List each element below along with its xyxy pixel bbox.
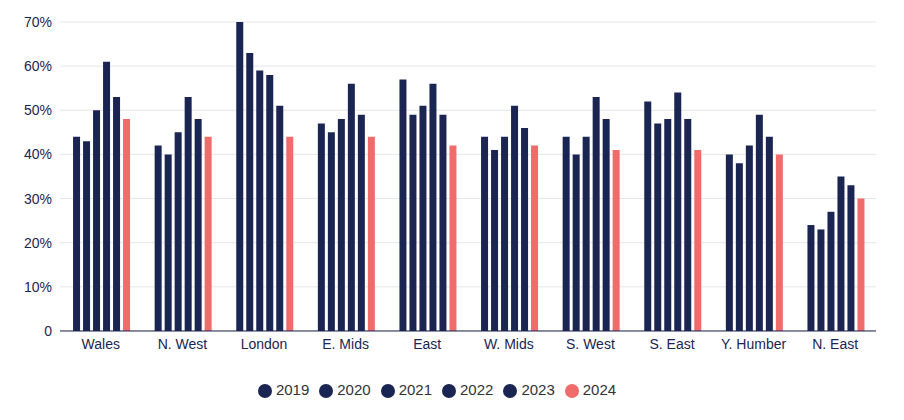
svg-text:70%: 70% <box>24 14 52 30</box>
html-text:2022: 2022 <box>460 381 494 398</box>
svg-text:60%: 60% <box>24 58 52 74</box>
svg-text:S. East: S. East <box>649 336 694 352</box>
html-text:2021: 2021 <box>398 381 432 398</box>
html-text:2019: 2019 <box>275 381 310 398</box>
svg-text:London: London <box>241 336 288 352</box>
html-text:2023: 2023 <box>521 381 555 398</box>
svg-text:N. West: N. West <box>158 336 208 352</box>
svg-text:Y. Humber: Y. Humber <box>721 336 786 352</box>
svg-text:N. East: N. East <box>812 336 858 352</box>
svg-text:Wales: Wales <box>82 336 120 352</box>
svg-text:East: East <box>413 336 441 352</box>
svg-text:40%: 40% <box>24 146 52 162</box>
svg-text:E. Mids: E. Mids <box>322 336 369 352</box>
svg-text:10%: 10% <box>24 279 52 295</box>
html-text:2020: 2020 <box>337 381 371 398</box>
svg-text:S. West: S. West <box>566 336 615 352</box>
svg-text:30%: 30% <box>24 191 52 207</box>
svg-text:W. Mids: W. Mids <box>484 336 534 352</box>
html-text:2024: 2024 <box>582 381 617 398</box>
svg-text:20%: 20% <box>24 235 52 251</box>
svg-text:0: 0 <box>44 323 52 339</box>
svg-text:50%: 50% <box>24 102 52 118</box>
